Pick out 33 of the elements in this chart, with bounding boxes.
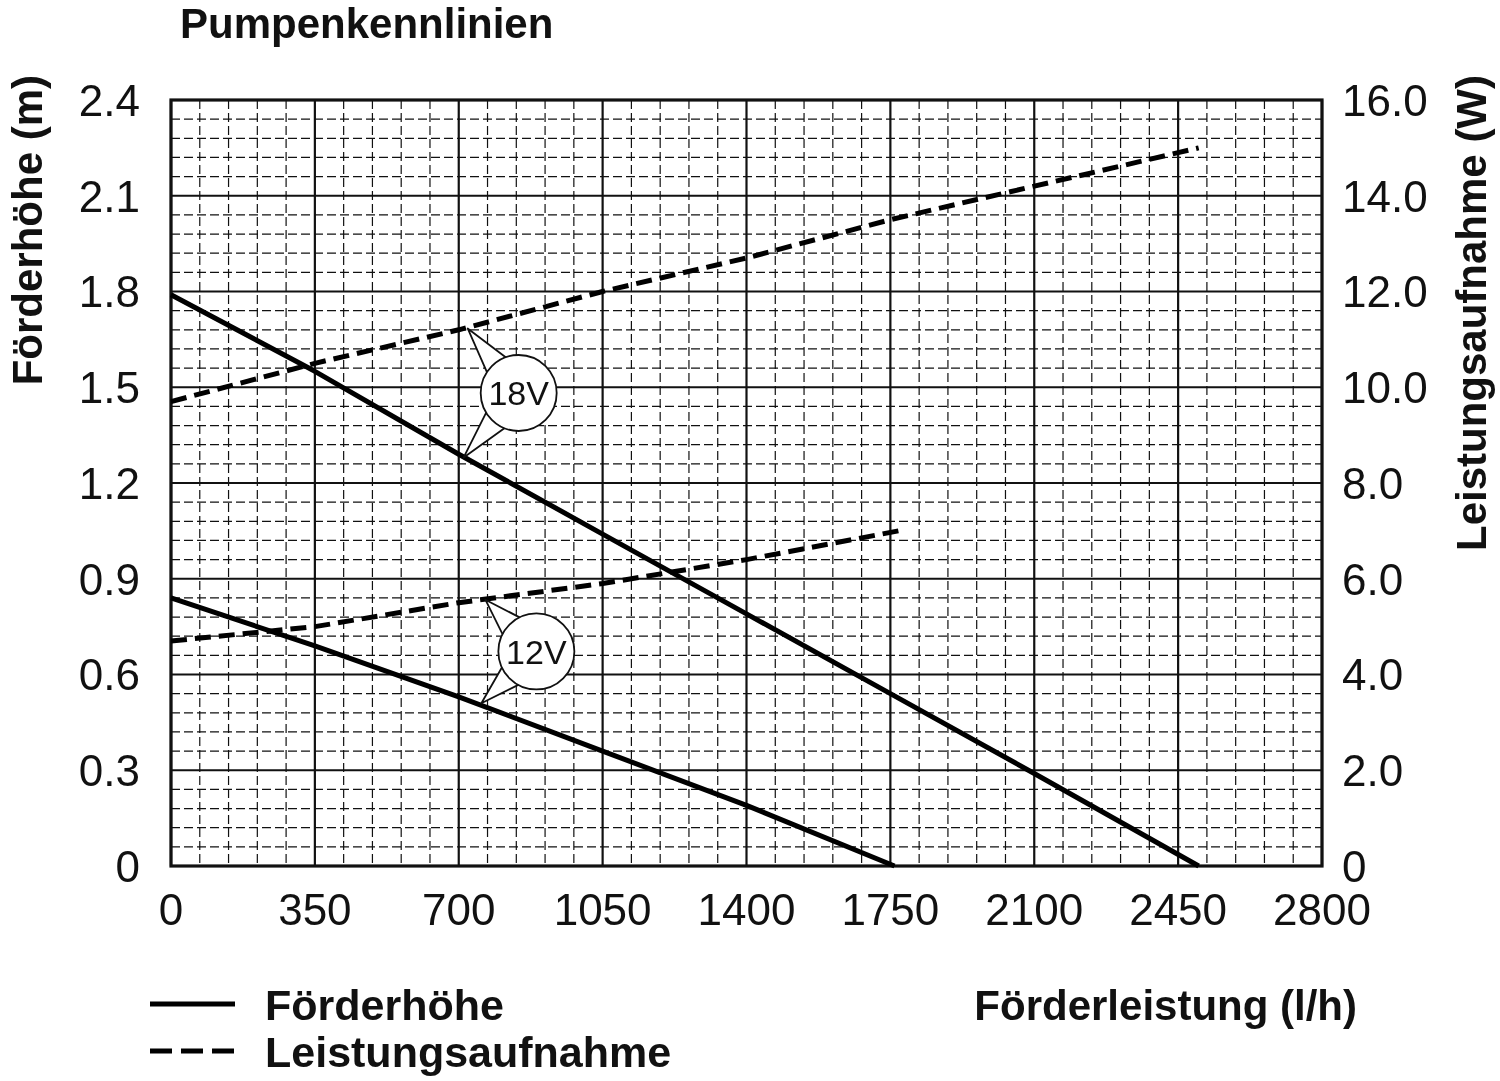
y-axis-title: Förderhöhe (m) [4,75,51,386]
y2-tick-label: 14.0 [1342,171,1428,221]
y-tick-label: 2.1 [78,171,140,221]
y-tick-label: 1.2 [78,458,140,508]
x-axis-title: Förderleistung (l/h) [974,982,1357,1029]
x-tick-label: 2100 [985,885,1084,934]
x-tick-label: 350 [278,885,352,934]
y-tick-label: 1.8 [78,267,140,317]
y2-tick-label: 8.0 [1342,458,1404,508]
y2-tick-label: 10.0 [1342,363,1428,413]
chart-title: Pumpenkennlinien [180,0,554,47]
x-tick-label: 2450 [1129,885,1228,934]
legend-label: Förderhöhe [265,981,504,1029]
y-tick-label: 0.9 [78,554,140,604]
y-tick-label: 1.5 [78,363,140,413]
y-tick-label: 0.6 [78,650,140,700]
annotation: 18V [488,374,550,413]
y-tick-label: 0 [115,841,140,891]
y2-tick-label: 16.0 [1342,75,1428,125]
y-tick-label: 2.4 [78,75,140,125]
y2-tick-label: 12.0 [1342,267,1428,317]
y2-tick-label: 4.0 [1342,650,1404,700]
x-tick-label: 0 [158,885,184,934]
x-tick-label: 1750 [841,885,940,934]
x-tick-label: 1400 [697,885,796,934]
legend-label: Leistungsaufnahme [265,1028,672,1076]
annotation: 12V [506,632,567,671]
y-tick-label: 0.3 [78,746,140,796]
x-tick-label: 700 [422,885,496,934]
y2-tick-label: 2.0 [1342,746,1404,796]
y2-tick-label: 6.0 [1342,554,1404,604]
y2-axis-title: Leistungsaufnahme (W) [1448,75,1495,552]
x-tick-label: 1050 [553,885,652,934]
